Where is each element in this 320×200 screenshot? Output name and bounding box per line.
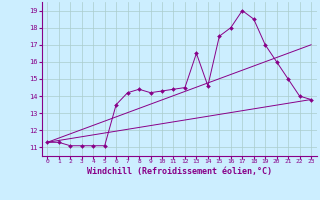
X-axis label: Windchill (Refroidissement éolien,°C): Windchill (Refroidissement éolien,°C) [87,167,272,176]
